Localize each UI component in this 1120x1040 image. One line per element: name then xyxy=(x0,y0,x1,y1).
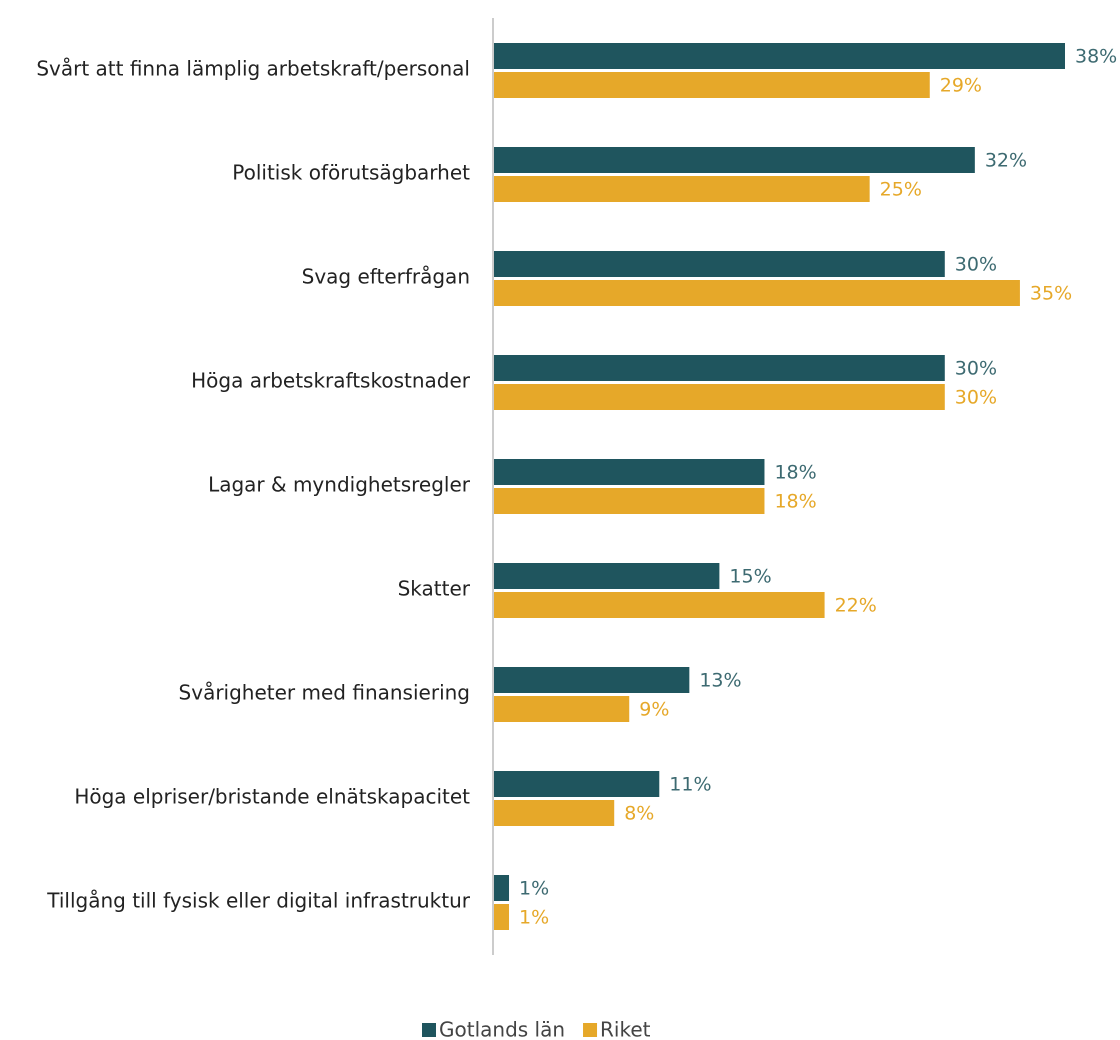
bar xyxy=(494,176,870,202)
value-label: 30% xyxy=(955,254,997,276)
value-label: 29% xyxy=(940,75,982,97)
value-label: 8% xyxy=(624,803,654,825)
value-label: 11% xyxy=(669,774,711,796)
legend-label: Riket xyxy=(600,1018,651,1040)
value-label: 18% xyxy=(774,491,816,513)
bar xyxy=(494,800,615,826)
value-label: 30% xyxy=(955,358,997,380)
bar xyxy=(494,355,945,381)
value-label: 15% xyxy=(729,566,771,588)
value-label: 1% xyxy=(519,878,549,900)
category-label: Svårigheter med finansiering xyxy=(179,681,470,705)
bar xyxy=(494,592,825,618)
legend-swatch xyxy=(422,1023,436,1037)
bar xyxy=(494,667,690,693)
category-label: Lagar & myndighetsregler xyxy=(208,473,471,497)
legend-label: Gotlands län xyxy=(439,1018,565,1040)
bar xyxy=(494,696,630,722)
legend-swatch xyxy=(583,1023,598,1037)
bar xyxy=(494,875,510,901)
bar xyxy=(494,904,510,930)
value-label: 18% xyxy=(774,462,816,484)
bar xyxy=(494,280,1020,306)
value-label: 35% xyxy=(1030,283,1072,305)
value-label: 32% xyxy=(985,150,1027,172)
bar xyxy=(494,72,930,98)
bar xyxy=(494,488,765,514)
bar xyxy=(494,43,1065,69)
category-label: Höga elpriser/bristande elnätskapacitet xyxy=(74,785,470,809)
value-label: 38% xyxy=(1075,46,1117,68)
bar xyxy=(494,251,945,277)
category-label: Tillgång till fysisk eller digital infra… xyxy=(46,889,471,913)
category-label: Höga arbetskraftskostnader xyxy=(191,369,471,393)
bar xyxy=(494,384,945,410)
value-label: 30% xyxy=(955,387,997,409)
bar xyxy=(494,563,720,589)
bar xyxy=(494,771,660,797)
value-label: 25% xyxy=(880,179,922,201)
bar xyxy=(494,459,765,485)
category-label: Svårt att finna lämplig arbetskraft/pers… xyxy=(36,57,470,81)
value-label: 13% xyxy=(699,670,741,692)
category-label: Skatter xyxy=(398,577,471,601)
value-label: 1% xyxy=(519,907,549,929)
value-label: 22% xyxy=(835,595,877,617)
category-label: Svag efterfrågan xyxy=(302,265,470,289)
value-label: 9% xyxy=(639,699,669,721)
category-label: Politisk oförutsägbarhet xyxy=(232,161,470,185)
bar xyxy=(494,147,975,173)
